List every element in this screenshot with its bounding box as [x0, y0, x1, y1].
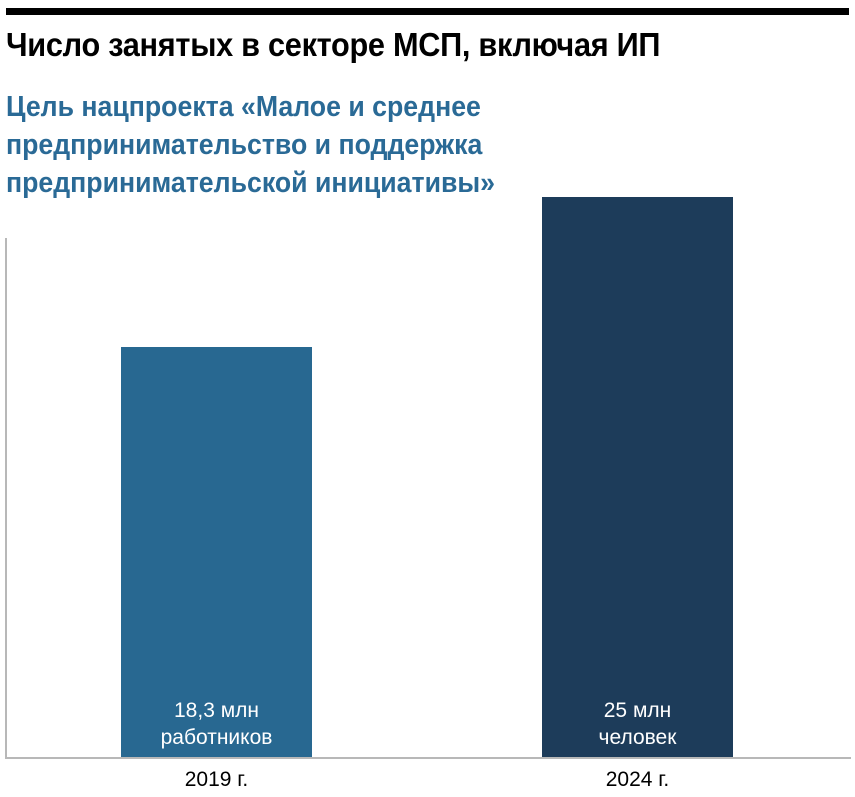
x-axis-line: [5, 757, 851, 759]
x-tick-label-2024: 2024 г.: [605, 768, 670, 791]
chart-title: Число занятых в секторе МСП, включая ИП: [6, 26, 661, 63]
y-axis-line: [5, 238, 7, 759]
bar-value: 25 млн: [603, 699, 672, 722]
bar-unit: работников: [160, 726, 273, 749]
subtitle-line: Цель нацпроекта «Малое и среднее: [6, 91, 481, 123]
bar-unit: человек: [598, 726, 677, 749]
subtitle-line: предпринимательской инициативы»: [6, 167, 495, 199]
bar-value-label: 25 млн человек: [542, 697, 733, 751]
top-rule: [6, 8, 849, 15]
x-tick-label-2019: 2019 г.: [184, 768, 249, 791]
chart-subtitle: Цель нацпроекта «Малое и среднее предпри…: [6, 88, 595, 202]
bar-2024: 25 млн человек: [542, 197, 733, 758]
bar-2019: 18,3 млн работников: [121, 347, 312, 758]
bar-value: 18,3 млн: [174, 699, 259, 722]
bar-value-label: 18,3 млн работников: [121, 697, 312, 751]
subtitle-line: предпринимательство и поддержка: [6, 129, 483, 161]
